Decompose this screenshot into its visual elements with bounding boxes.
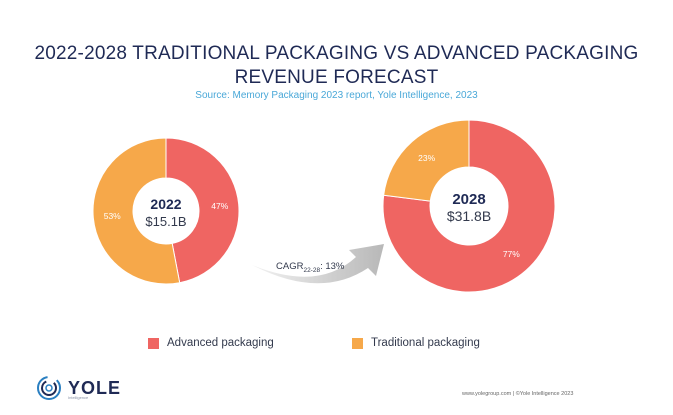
chart-subtitle: Source: Memory Packaging 2023 report, Yo…: [195, 90, 478, 101]
legend-item-advanced: Advanced packaging: [148, 337, 274, 349]
donut-2022-slice-0-label: 47%: [211, 201, 228, 211]
yole-logo-text: YOLE: [68, 377, 122, 398]
chart-title-line-2: REVENUE FORECAST: [234, 67, 439, 88]
chart-title: 2022-2028 TRADITIONAL PACKAGING VS ADVAN…: [0, 42, 673, 90]
legend-label-advanced: Advanced packaging: [167, 337, 274, 349]
chart-title-line-1: 2022-2028 TRADITIONAL PACKAGING VS ADVAN…: [34, 43, 639, 64]
yole-logo-subtext: Intelligence: [68, 395, 89, 400]
yole-logo: YOLE Intelligence: [36, 375, 121, 401]
cagr-label: CAGR22-28: 13%: [276, 261, 345, 274]
legend-label-traditional: Traditional packaging: [371, 337, 480, 349]
donut-2028-slice-1: [383, 119, 470, 202]
footer-credit: www.yolegroup.com | ©Yole Intelligence 2…: [462, 391, 574, 397]
cagr-suffix: : 13%: [320, 261, 345, 272]
donut-2028-slice-0: [382, 119, 556, 293]
donut-2028-slice-0-label: 77%: [503, 249, 520, 259]
cagr-prefix: CAGR: [276, 261, 304, 272]
donut-2022-year: 2022: [150, 196, 181, 212]
legend-swatch-advanced: [148, 337, 159, 349]
donut-2022-slice-1: [92, 137, 181, 285]
cagr-subscript: 22-28: [303, 267, 320, 274]
yole-logo-icon: [37, 376, 61, 400]
growth-arrow: [252, 244, 384, 284]
donut-2022-total: $15.1B: [145, 214, 186, 229]
donut-2028-total: $31.8B: [447, 208, 491, 224]
donut-2028-slice-1-label: 23%: [418, 153, 435, 163]
legend-item-traditional: Traditional packaging: [352, 337, 480, 349]
donut-2022-slice-1-label: 53%: [104, 211, 121, 221]
donut-2022-slice-0: [165, 137, 240, 284]
legend-swatch-traditional: [352, 337, 363, 349]
donut-2028-year: 2028: [452, 191, 485, 208]
